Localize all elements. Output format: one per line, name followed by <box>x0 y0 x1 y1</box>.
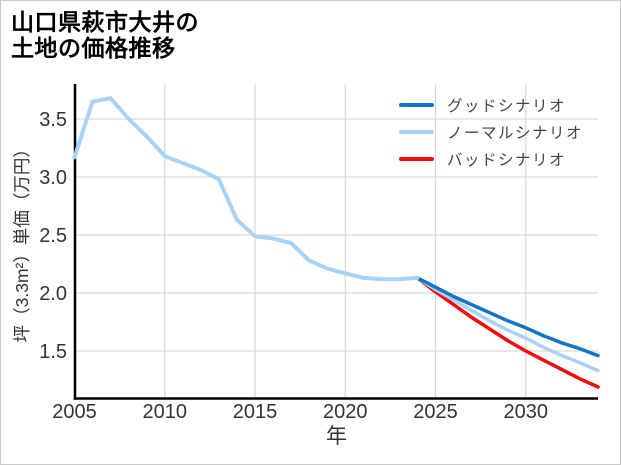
x-axis-title: 年 <box>326 425 347 448</box>
y-tick-label-2.5: 2.5 <box>39 225 67 247</box>
legend-item-1: ノーマルシナリオ <box>399 118 583 145</box>
legend-swatch-icon <box>399 156 434 161</box>
y-tick-label-1.5: 1.5 <box>39 341 67 363</box>
x-tick-label-2005: 2005 <box>52 401 97 423</box>
chart-title-line2: 土地の価格推移 <box>11 35 176 61</box>
scenario-line-normal <box>415 276 600 373</box>
scenario-line-bad <box>415 276 600 389</box>
y-tick-label-2.0: 2.0 <box>39 283 67 305</box>
legend-item-0: グッドシナリオ <box>399 91 583 118</box>
x-tick-label-2010: 2010 <box>143 401 188 423</box>
legend-swatch-icon <box>399 129 434 134</box>
historical-price-line <box>72 96 420 282</box>
chart-title-line1: 山口県萩市大井の <box>11 9 199 35</box>
x-tick-label-2030: 2030 <box>504 401 549 423</box>
legend-swatch-icon <box>399 102 434 107</box>
chart-title: 山口県萩市大井の 土地の価格推移 <box>11 9 199 61</box>
y-tick-label-3.5: 3.5 <box>39 109 67 131</box>
legend: グッドシナリオ ノーマルシナリオ バッドシナリオ <box>399 91 583 172</box>
legend-item-2: バッドシナリオ <box>399 145 583 172</box>
legend-label: グッドシナリオ <box>447 97 567 115</box>
x-tick-label-2020: 2020 <box>323 401 368 423</box>
legend-label: バッドシナリオ <box>447 151 567 169</box>
legend-label: ノーマルシナリオ <box>447 124 584 142</box>
y-tick-label-3.0: 3.0 <box>39 167 67 189</box>
x-tick-label-2025: 2025 <box>413 401 458 423</box>
x-tick-label-2015: 2015 <box>233 401 278 423</box>
scenario-line-good <box>415 276 600 358</box>
y-axis-title: 坪（3.3m²）単価（万円） <box>12 140 32 342</box>
